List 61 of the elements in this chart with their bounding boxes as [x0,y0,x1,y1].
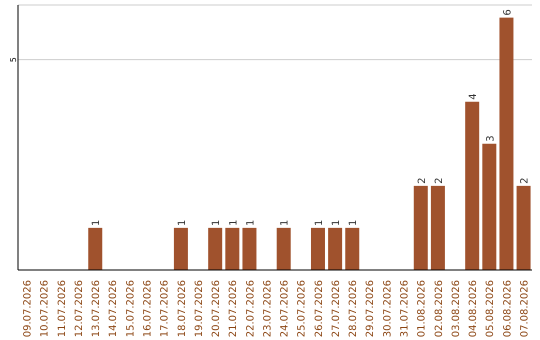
bar [328,228,342,270]
data-label: 2 [434,178,445,184]
x-tick-label: 05.08.2026 [485,280,496,338]
x-tick-label: 19.07.2026 [194,280,205,338]
x-tick-label: 01.08.2026 [416,280,428,338]
x-tick-label: 26.07.2026 [314,280,325,338]
x-tick-label: 23.07.2026 [262,280,274,338]
data-label: 1 [91,220,102,226]
data-label: 1 [314,220,325,226]
data-label: 2 [520,178,531,184]
data-label: 1 [331,220,342,226]
data-label: 1 [211,220,222,226]
bar [465,102,480,270]
data-label: 1 [348,220,360,226]
data-label: 1 [245,220,256,226]
x-tick-label: 03.08.2026 [450,280,462,338]
x-tick-label: 13.07.2026 [91,280,102,338]
bar [88,228,102,270]
x-tick-label: 24.07.2026 [280,280,291,338]
x-tick-label: 28.07.2026 [348,280,360,338]
x-tick-label: 14.07.2026 [108,280,120,338]
x-tick-label: 25.07.2026 [296,280,308,338]
bar [310,228,325,270]
bar [208,228,222,270]
x-tick-label: 12.07.2026 [74,280,85,338]
bar [430,186,445,270]
x-tick-label: 31.07.2026 [400,280,410,338]
bar [499,18,514,270]
data-label: 2 [416,178,428,184]
x-tick-label: 02.08.2026 [434,280,445,338]
bar [414,186,428,270]
data-label: 1 [228,220,240,226]
x-tick-label: 29.07.2026 [365,280,376,338]
data-label: 6 [502,9,514,16]
data-label: 1 [176,220,188,226]
y-tick-label: 5 [9,57,18,62]
x-tick-label: 27.07.2026 [330,280,342,338]
bar [482,144,496,270]
x-tick-label: 30.07.2026 [382,280,394,338]
x-tick-label: 18.07.2026 [176,280,188,338]
data-label: 1 [280,220,291,226]
x-tick-label: 10.07.2026 [40,280,51,338]
data-label: 3 [485,135,496,142]
x-tick-label: 15.07.2026 [125,280,136,338]
x-tick-label: 21.07.2026 [228,280,240,338]
x-tick-label: 16.07.2026 [142,280,154,338]
data-label: 4 [468,93,480,100]
bar [345,228,360,270]
bar [174,228,188,270]
x-tick-label: 06.08.2026 [502,280,514,338]
x-tick-label: 07.08.2026 [519,280,530,338]
x-tick-label: 17.07.2026 [160,280,171,338]
x-tick-label: 09.07.2026 [22,280,34,338]
x-tick-label: 20.07.2026 [211,280,222,338]
bar [225,228,240,270]
bar [276,228,291,270]
x-tick-label: 11.07.2026 [56,280,68,338]
bar [516,186,531,270]
x-tick-label: 22.07.2026 [245,280,256,338]
x-tick-label: 04.08.2026 [468,280,480,338]
bar [242,228,256,270]
